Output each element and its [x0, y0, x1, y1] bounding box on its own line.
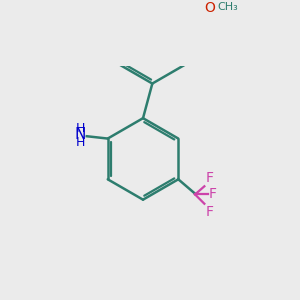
Text: H: H	[76, 122, 86, 135]
Text: F: F	[206, 205, 214, 219]
Text: F: F	[209, 188, 217, 201]
Text: N: N	[74, 127, 85, 142]
Text: H: H	[76, 136, 86, 149]
Text: O: O	[204, 1, 215, 15]
Text: CH₃: CH₃	[217, 2, 238, 11]
Text: F: F	[206, 171, 214, 185]
